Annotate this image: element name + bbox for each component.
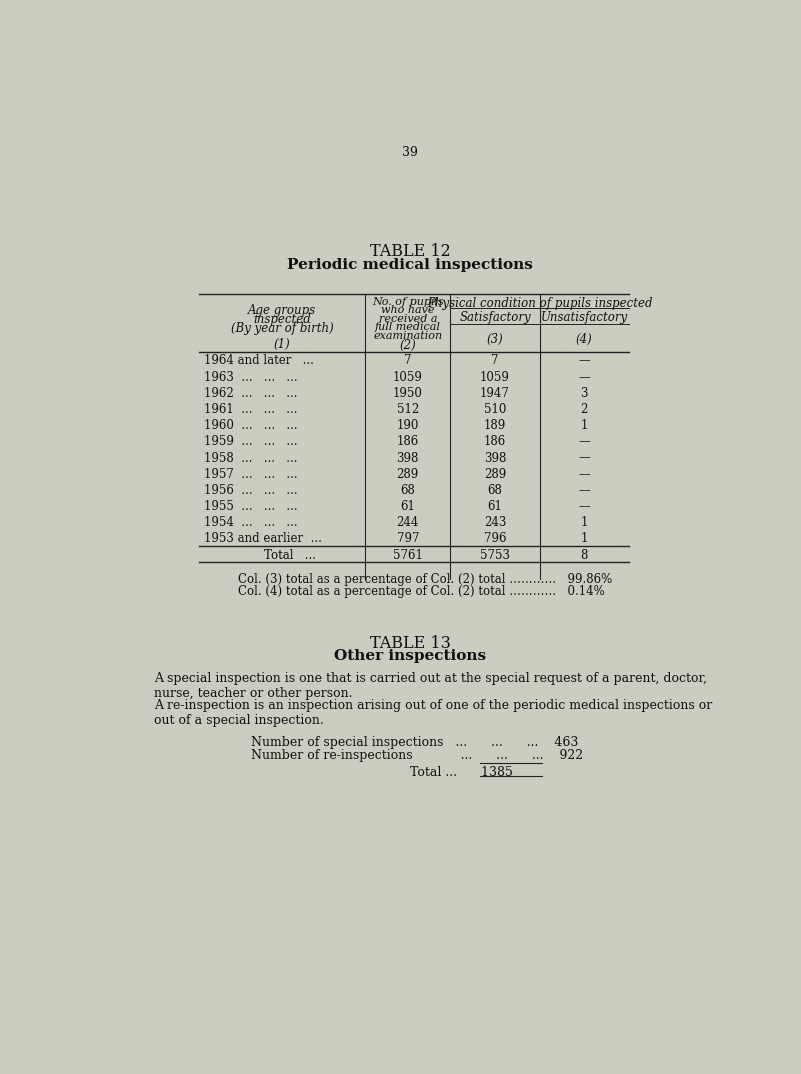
Text: 190: 190 <box>396 419 419 432</box>
Text: 1957  ...   ...   ...: 1957 ... ... ... <box>204 467 298 481</box>
Text: Number of special inspections   ...      ...      ...    463: Number of special inspections ... ... ..… <box>252 737 578 750</box>
Text: No. of pupils: No. of pupils <box>372 296 444 307</box>
Text: 1: 1 <box>581 517 588 529</box>
Text: 289: 289 <box>484 467 506 481</box>
Text: 5753: 5753 <box>480 549 510 562</box>
Text: 1059: 1059 <box>480 371 510 383</box>
Text: 7: 7 <box>404 354 412 367</box>
Text: 68: 68 <box>400 484 415 497</box>
Text: 398: 398 <box>484 451 506 465</box>
Text: 1954  ...   ...   ...: 1954 ... ... ... <box>204 517 298 529</box>
Text: TABLE 13: TABLE 13 <box>370 635 450 652</box>
Text: Satisfactory: Satisfactory <box>459 310 531 323</box>
Text: (4): (4) <box>576 333 593 346</box>
Text: —: — <box>578 371 590 383</box>
Text: 5761: 5761 <box>392 549 423 562</box>
Text: Total ...      1385: Total ... 1385 <box>410 766 513 779</box>
Text: 1961  ...   ...   ...: 1961 ... ... ... <box>204 403 297 416</box>
Text: 3: 3 <box>581 387 588 400</box>
Text: examination: examination <box>373 331 442 340</box>
Text: 39: 39 <box>402 146 418 159</box>
Text: 1953 and earlier  ...: 1953 and earlier ... <box>204 533 322 546</box>
Text: inspected: inspected <box>253 313 311 325</box>
Text: 1958  ...   ...   ...: 1958 ... ... ... <box>204 451 297 465</box>
Text: 244: 244 <box>396 517 419 529</box>
Text: 8: 8 <box>581 549 588 562</box>
Text: —: — <box>578 451 590 465</box>
Text: 1960  ...   ...   ...: 1960 ... ... ... <box>204 419 298 432</box>
Text: Number of re-inspections            ...      ...      ...    922: Number of re-inspections ... ... ... 922 <box>252 750 583 763</box>
Text: Periodic medical inspections: Periodic medical inspections <box>288 258 533 272</box>
Text: 1959  ...   ...   ...: 1959 ... ... ... <box>204 435 298 448</box>
Text: who have: who have <box>381 305 435 315</box>
Text: —: — <box>578 354 590 367</box>
Text: 398: 398 <box>396 451 419 465</box>
Text: 1963  ...   ...   ...: 1963 ... ... ... <box>204 371 298 383</box>
Text: Col. (3) total as a percentage of Col. (2) total …………   99.86%: Col. (3) total as a percentage of Col. (… <box>238 574 612 586</box>
Text: 2: 2 <box>581 403 588 416</box>
Text: Age groups: Age groups <box>248 304 316 317</box>
Text: 1955  ...   ...   ...: 1955 ... ... ... <box>204 500 298 513</box>
Text: —: — <box>578 435 590 448</box>
Text: 243: 243 <box>484 517 506 529</box>
Text: A re-inspection is an inspection arising out of one of the periodic medical insp: A re-inspection is an inspection arising… <box>155 699 713 727</box>
Text: received a: received a <box>379 314 437 323</box>
Text: —: — <box>578 467 590 481</box>
Text: 7: 7 <box>491 354 499 367</box>
Text: 61: 61 <box>400 500 415 513</box>
Text: A special inspection is one that is carried out at the special request of a pare: A special inspection is one that is carr… <box>155 671 707 700</box>
Text: 68: 68 <box>488 484 502 497</box>
Text: 1947: 1947 <box>480 387 510 400</box>
Text: 1962  ...   ...   ...: 1962 ... ... ... <box>204 387 297 400</box>
Text: (3): (3) <box>487 333 503 346</box>
Text: 289: 289 <box>396 467 419 481</box>
Text: 1: 1 <box>581 419 588 432</box>
Text: Unsatisfactory: Unsatisfactory <box>541 310 628 323</box>
Text: (By year of birth): (By year of birth) <box>231 322 334 335</box>
Text: 1956  ...   ...   ...: 1956 ... ... ... <box>204 484 298 497</box>
Text: TABLE 12: TABLE 12 <box>370 243 450 260</box>
Text: 1964 and later   ...: 1964 and later ... <box>204 354 314 367</box>
Text: Total   ...: Total ... <box>264 549 316 562</box>
Text: 1059: 1059 <box>392 371 423 383</box>
Text: 796: 796 <box>484 533 506 546</box>
Text: 510: 510 <box>484 403 506 416</box>
Text: 189: 189 <box>484 419 506 432</box>
Text: —: — <box>578 484 590 497</box>
Text: 512: 512 <box>396 403 419 416</box>
Text: 61: 61 <box>488 500 502 513</box>
Text: Other inspections: Other inspections <box>334 649 486 663</box>
Text: Col. (4) total as a percentage of Col. (2) total …………   0.14%: Col. (4) total as a percentage of Col. (… <box>238 584 605 598</box>
Text: 1950: 1950 <box>392 387 423 400</box>
Text: 797: 797 <box>396 533 419 546</box>
Text: 186: 186 <box>396 435 419 448</box>
Text: (1): (1) <box>274 337 291 350</box>
Text: Physical condition of pupils inspected: Physical condition of pupils inspected <box>427 296 652 309</box>
Text: full medical: full medical <box>375 322 441 332</box>
Text: 1: 1 <box>581 533 588 546</box>
Text: —: — <box>578 500 590 513</box>
Text: (2): (2) <box>400 339 417 352</box>
Text: 186: 186 <box>484 435 506 448</box>
